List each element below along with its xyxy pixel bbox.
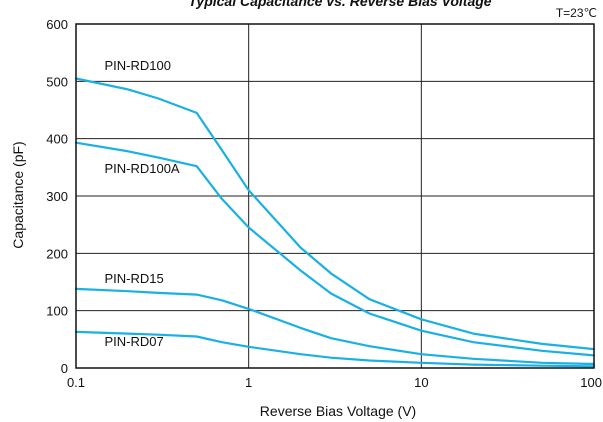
series-label-pin-rd100a: PIN-RD100A (104, 161, 179, 176)
y-tick-labels: 0 100 200 300 400 500 600 (46, 17, 68, 376)
x-tick-label: 100 (580, 375, 602, 390)
y-tick-label: 0 (61, 361, 68, 376)
x-tick-label: 0.1 (67, 375, 85, 390)
series-label-pin-rd15: PIN-RD15 (104, 271, 163, 286)
curves (74, 77, 596, 368)
x-axis-title: Reverse Bias Voltage (V) (260, 403, 416, 419)
series-label-pin-rd07: PIN-RD07 (104, 334, 163, 349)
y-tick-label: 400 (46, 132, 68, 147)
temperature-note: T=23℃ (556, 6, 597, 20)
x-tick-labels: 0.1 1 10 100 (67, 375, 602, 390)
series-line-pin-rd100a (74, 141, 596, 357)
grid (76, 24, 594, 368)
x-tick-label: 1 (245, 375, 252, 390)
series-label-pin-rd100: PIN-RD100 (104, 58, 170, 73)
series-line-pin-rd100 (74, 77, 596, 351)
y-axis-title: Capacitance (pF) (10, 141, 26, 248)
y-tick-label: 500 (46, 74, 68, 89)
series-labels: PIN-RD100 PIN-RD100A PIN-RD15 PIN-RD07 (104, 58, 179, 349)
y-tick-label: 600 (46, 17, 68, 32)
x-tick-label: 10 (414, 375, 428, 390)
chart-title: Typical Capacitance vs. Reverse Bias Vol… (188, 0, 491, 9)
y-tick-label: 200 (46, 246, 68, 261)
series-line-pin-rd07 (74, 330, 596, 368)
plot-frame (75, 23, 595, 369)
y-tick-label: 100 (46, 304, 68, 319)
series-line-pin-rd15 (74, 287, 596, 366)
y-tick-label: 300 (46, 189, 68, 204)
